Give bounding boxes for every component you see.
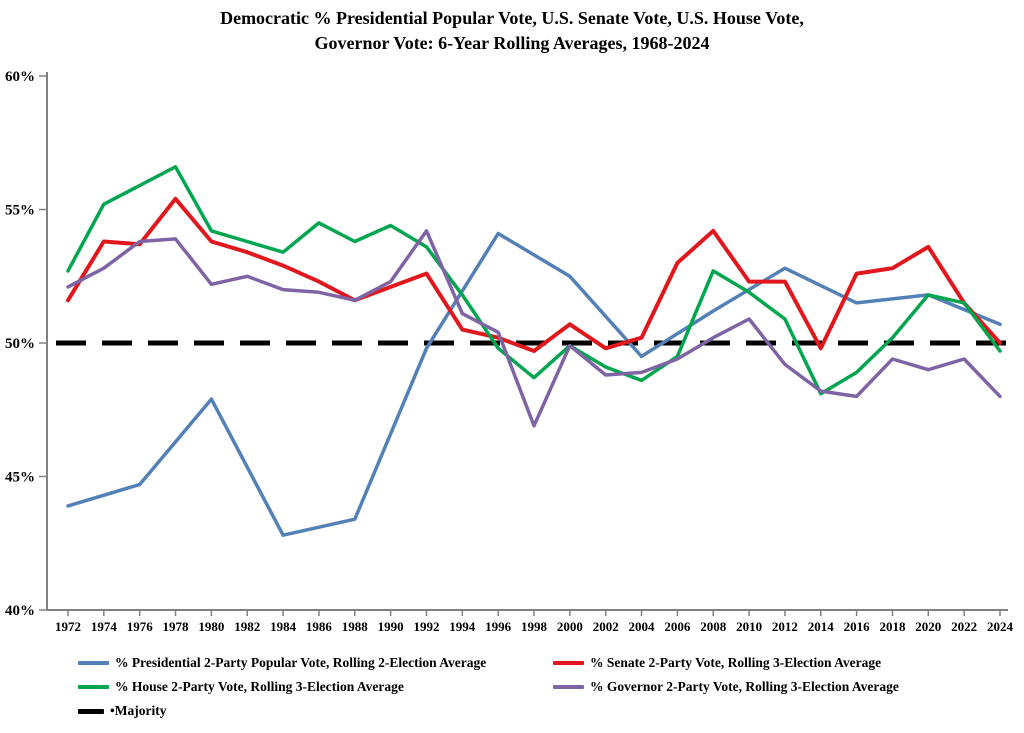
x-tick-label: 1978 [163,619,190,634]
x-tick-label: 2014 [808,619,835,634]
presidential-legend-swatch [78,661,109,665]
x-tick-label: 2006 [664,619,691,634]
legend-item-senate: % Senate 2-Party Vote, Rolling 3-Electio… [553,655,881,671]
legend-row: % Presidential 2-Party Popular Vote, Rol… [0,655,1024,679]
x-tick-label: 1990 [378,619,404,634]
legend-label-presidential: % Presidential 2-Party Popular Vote, Rol… [115,655,487,670]
x-tick-label: 1998 [521,619,548,634]
legend-item-presidential: % Presidential 2-Party Popular Vote, Rol… [78,655,486,671]
x-tick-label: 1972 [55,619,81,634]
legend-row: •Majority [0,703,1024,727]
senate-line [66,196,1002,353]
x-tick-label: 2024 [987,619,1014,634]
x-tick-label: 1996 [485,619,512,634]
chart-legend: % Presidential 2-Party Popular Vote, Rol… [0,655,1024,727]
legend-item-majority: •Majority [78,703,166,719]
legend-item-house: % House 2-Party Vote, Rolling 3-Election… [78,679,404,695]
x-tick-label: 1988 [342,619,369,634]
house-legend-swatch [78,685,109,689]
x-tick-label: 2018 [879,619,906,634]
x-tick-label: 2010 [736,619,762,634]
x-tick-label: 1976 [127,619,154,634]
x-tick-label: 2012 [772,619,798,634]
x-tick-label: 1992 [413,619,439,634]
legend-label-governor: % Governor 2-Party Vote, Rolling 3-Elect… [590,679,899,694]
y-tick-label: 40% [5,603,35,619]
x-tick-label: 2008 [700,619,727,634]
x-tick-label: 1974 [91,619,118,634]
y-tick-label: 55% [5,203,35,219]
house-line [66,165,1002,396]
chart-title: Democratic % Presidential Popular Vote, … [0,6,1024,56]
x-tick-label: 2022 [951,619,977,634]
x-tick-label: 2020 [915,619,941,634]
legend-label-majority: •Majority [110,703,167,718]
majority-legend-swatch [78,708,104,714]
chart-title-line2: Governor Vote: 6-Year Rolling Averages, … [314,33,710,53]
governor-line [66,229,1002,428]
legend-label-senate: % Senate 2-Party Vote, Rolling 3-Electio… [590,655,882,670]
x-tick-label: 1984 [270,619,297,634]
governor-legend-swatch [553,685,584,689]
y-tick-label: 50% [5,336,35,352]
x-tick-label: 1982 [234,619,260,634]
legend-row: % House 2-Party Vote, Rolling 3-Election… [0,679,1024,703]
x-tick-label: 1986 [306,619,333,634]
x-tick-label: 1980 [198,619,224,634]
legend-item-governor: % Governor 2-Party Vote, Rolling 3-Elect… [553,679,899,695]
x-tick-label: 2016 [844,619,871,634]
legend-label-house: % House 2-Party Vote, Rolling 3-Election… [115,679,404,694]
chart-title-line1: Democratic % Presidential Popular Vote, … [220,8,804,28]
y-tick-label: 60% [5,69,35,85]
y-tick-label: 45% [5,470,35,486]
x-tick-label: 2002 [593,619,619,634]
x-tick-label: 2000 [557,619,583,634]
x-tick-label: 2004 [629,619,656,634]
senate-legend-swatch [553,661,584,665]
x-tick-label: 1994 [449,619,476,634]
